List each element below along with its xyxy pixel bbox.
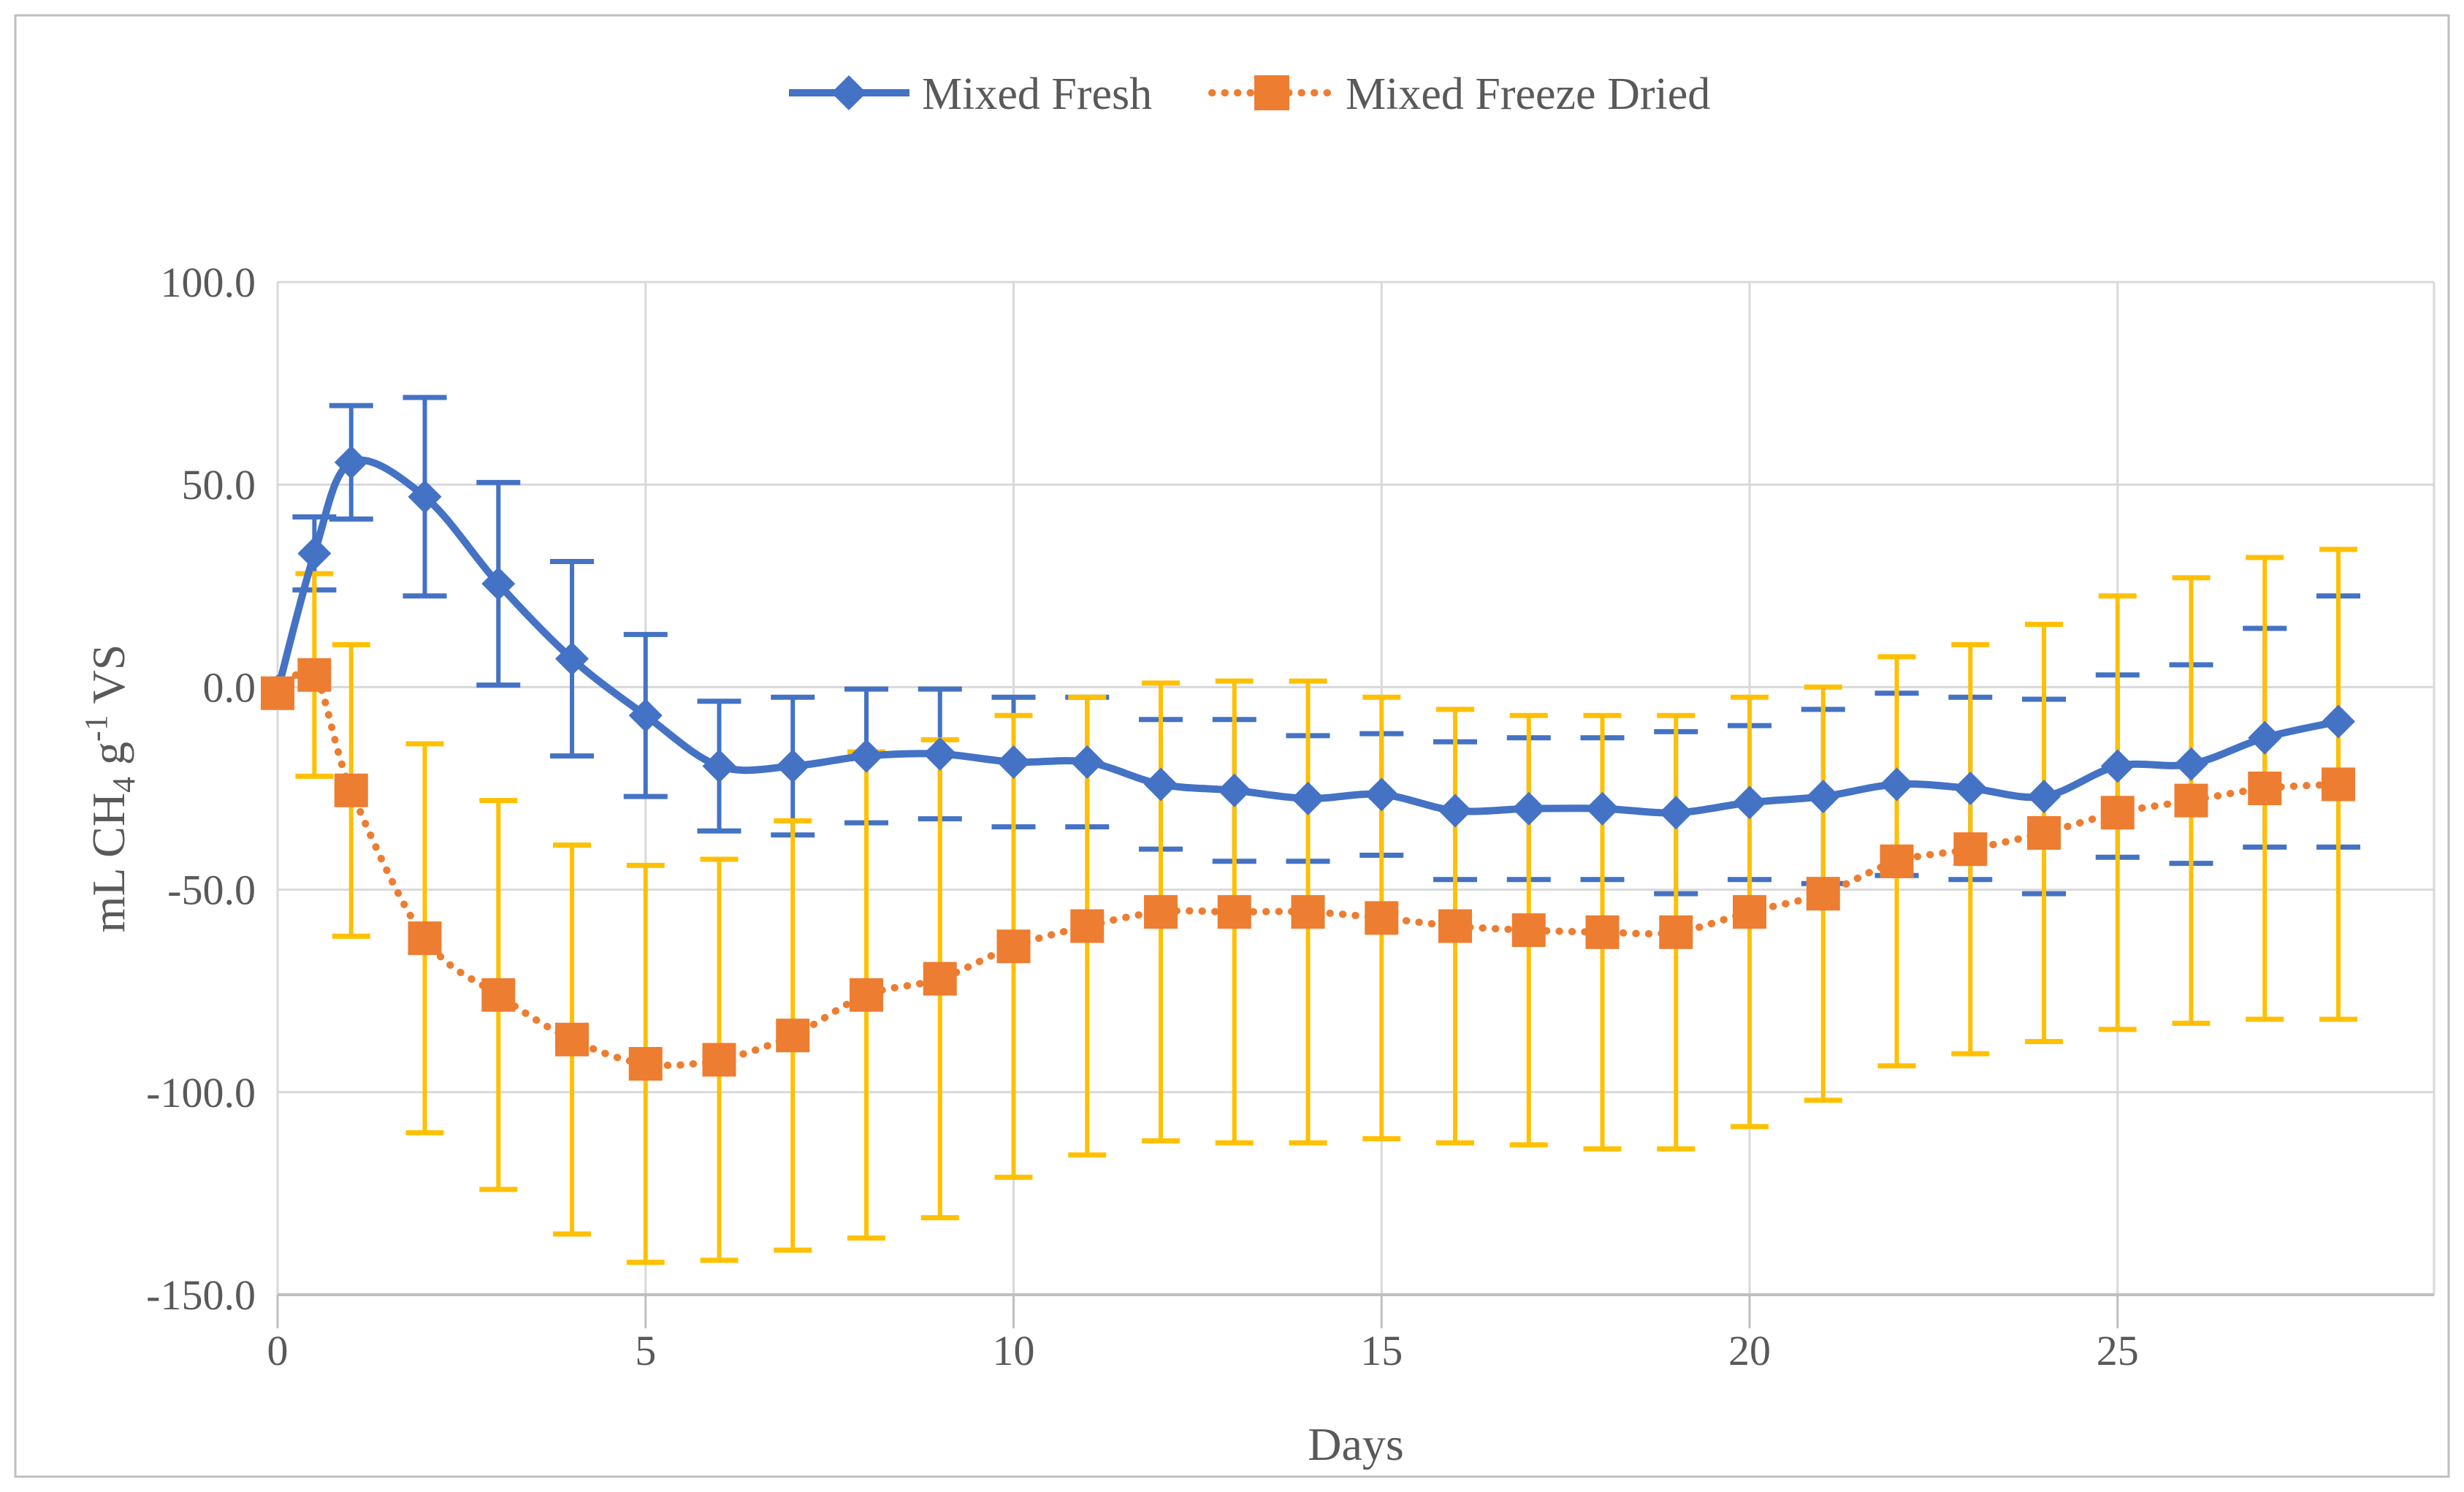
diamond-marker: [628, 699, 663, 733]
y-tick-label: 100.0: [161, 259, 256, 306]
square-marker: [1511, 913, 1546, 948]
square-marker: [481, 978, 516, 1012]
diamond-marker: [923, 737, 957, 771]
series-mixed-freeze-dried: [261, 658, 2356, 1081]
diamond-marker: [1880, 767, 1914, 802]
x-tick-label: 15: [1360, 1327, 1403, 1374]
diamond-marker: [2322, 704, 2356, 739]
square-marker: [923, 962, 957, 996]
diamond-marker: [481, 567, 516, 601]
square-marker: [297, 658, 332, 692]
square-marker: [702, 1043, 736, 1077]
diamond-marker: [850, 739, 884, 773]
square-marker: [261, 676, 294, 710]
square-marker: [776, 1019, 810, 1053]
x-tick-label: 20: [1728, 1327, 1771, 1374]
diamond-marker: [2248, 720, 2282, 755]
square-marker: [2322, 767, 2356, 802]
legend-square-marker: [1254, 75, 1289, 110]
error-bars-mixed-freeze-dried: [295, 547, 2358, 1265]
y-tick-label: 0.0: [203, 663, 256, 711]
y-tick-label: 50.0: [182, 461, 256, 509]
gridlines: [276, 281, 2436, 1295]
legend-item-mixed-freeze-dried: Mixed Freeze Dried: [1208, 69, 1710, 119]
square-marker: [334, 773, 368, 807]
square-marker: [555, 1022, 590, 1057]
diamond-marker: [1438, 793, 1473, 828]
diamond-marker: [1144, 767, 1178, 802]
y-tick-labels: 100.0 50.0 0.0 -50.0 -100.0 -150.0: [146, 259, 256, 1319]
series-mixed-fresh: [261, 445, 2356, 830]
diamond-marker: [996, 745, 1031, 779]
x-tick-label: 5: [635, 1327, 656, 1374]
square-marker: [1217, 895, 1251, 929]
square-marker: [1806, 877, 1840, 911]
diamond-marker: [2027, 780, 2061, 814]
diamond-marker: [1365, 777, 1399, 812]
square-marker: [1585, 915, 1620, 949]
square-marker: [628, 1046, 663, 1081]
y-axis-title: mL CH4 g-1 VS: [78, 644, 142, 933]
square-marker: [2174, 783, 2208, 818]
x-tick-labels: 0 5 10 15 20 25: [267, 1327, 2139, 1374]
x-tick-label: 0: [267, 1327, 289, 1374]
square-marker: [1733, 895, 1767, 929]
legend-item-mixed-fresh: Mixed Fresh: [789, 69, 1152, 119]
diamond-marker: [1217, 773, 1251, 807]
y-tick-label: -150.0: [146, 1271, 256, 1319]
diamond-marker: [1585, 791, 1620, 826]
legend-label-mixed-fresh: Mixed Fresh: [922, 69, 1152, 119]
square-marker: [996, 929, 1031, 964]
diamond-marker: [702, 749, 736, 783]
diamond-marker: [408, 479, 442, 514]
legend: Mixed Fresh Mixed Freeze Dried: [789, 69, 1710, 119]
diamond-marker: [1953, 772, 1988, 805]
diamond-marker: [1070, 745, 1105, 779]
x-tick-label: 10: [993, 1327, 1035, 1374]
diamond-marker: [1659, 796, 1693, 830]
square-marker: [1659, 915, 1693, 949]
legend-diamond-marker: [831, 75, 866, 110]
diamond-marker: [2100, 749, 2135, 783]
square-marker: [2248, 772, 2282, 805]
square-marker: [850, 978, 884, 1012]
y-tick-label: -50.0: [167, 867, 256, 914]
x-tick-label: 25: [2097, 1327, 2139, 1374]
diamond-marker: [297, 536, 332, 571]
square-marker: [408, 921, 442, 956]
x-axis-title: Days: [1308, 1418, 1404, 1470]
square-marker: [1070, 909, 1105, 943]
legend-label-mixed-freeze-dried: Mixed Freeze Dried: [1346, 69, 1710, 119]
square-marker: [1880, 844, 1914, 878]
square-marker: [1291, 895, 1325, 929]
square-marker: [1365, 901, 1399, 935]
diamond-marker: [776, 749, 810, 783]
figure-border: [14, 14, 2450, 1478]
diamond-marker: [1733, 785, 1767, 820]
diamond-marker: [2174, 747, 2208, 781]
square-marker: [1953, 832, 1988, 867]
square-marker: [1438, 909, 1473, 943]
y-tick-label: -100.0: [146, 1069, 256, 1116]
square-marker: [2027, 815, 2061, 850]
square-marker: [1144, 895, 1178, 929]
diamond-marker: [1511, 791, 1546, 826]
axis-lines: [276, 1293, 2434, 1328]
diamond-marker: [1291, 781, 1325, 815]
square-marker: [2100, 796, 2135, 830]
diamond-marker: [334, 445, 368, 479]
diamond-marker: [1806, 780, 1840, 814]
diamond-marker: [555, 642, 590, 676]
